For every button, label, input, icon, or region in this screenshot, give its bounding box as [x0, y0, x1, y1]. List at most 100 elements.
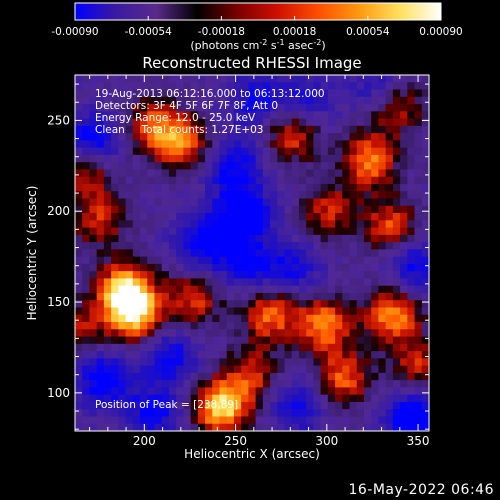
heatmap-cell	[111, 372, 119, 381]
heatmap-cell	[154, 409, 163, 418]
heatmap-cell	[306, 133, 315, 141]
heatmap-cell	[176, 351, 184, 359]
heatmap-cell	[327, 380, 336, 389]
heatmap-cell	[168, 242, 177, 250]
heatmap-cell	[125, 343, 134, 352]
heatmap-cell	[327, 365, 336, 374]
heatmap-cell	[103, 147, 112, 156]
heatmap-cell	[125, 336, 134, 345]
heatmap-cell	[284, 300, 293, 309]
heatmap-cell	[392, 423, 401, 431]
heatmap-cell	[132, 96, 141, 105]
heatmap-cell	[414, 242, 423, 250]
heatmap-cell	[284, 401, 293, 410]
heatmap-cell	[320, 162, 329, 171]
heatmap-cell	[385, 336, 394, 345]
heatmap-cell	[306, 300, 315, 309]
heatmap-cell	[75, 314, 83, 323]
heatmap-cell	[111, 118, 119, 127]
heatmap-cell	[176, 82, 184, 91]
heatmap-cell	[262, 271, 271, 280]
heatmap-cell	[320, 89, 329, 98]
heatmap-cell	[118, 329, 127, 338]
heatmap-cell	[226, 133, 235, 141]
heatmap-cell	[168, 162, 177, 171]
heatmap-cell	[111, 336, 119, 345]
heatmap-cell	[233, 423, 242, 431]
heatmap-cell	[414, 387, 423, 396]
heatmap-cell	[82, 169, 91, 178]
heatmap-cell	[407, 343, 416, 352]
heatmap-cell	[103, 205, 112, 214]
heatmap-cell	[219, 104, 228, 112]
heatmap-cell	[75, 256, 83, 265]
heatmap-cell	[349, 343, 358, 352]
heatmap-cell	[226, 278, 235, 287]
heatmap-cell	[161, 96, 170, 105]
heatmap-cell	[190, 401, 199, 410]
heatmap-cell	[342, 111, 351, 120]
heatmap-cell	[147, 249, 156, 258]
heatmap-cell	[356, 242, 365, 250]
heatmap-cell	[306, 372, 315, 381]
heatmap-cell	[161, 154, 170, 163]
heatmap-cell	[356, 176, 365, 185]
heatmap-cell	[255, 213, 264, 221]
heatmap-cell	[89, 213, 98, 221]
heatmap-cell	[190, 314, 199, 323]
heatmap-cell	[392, 191, 401, 200]
heatmap-cell	[313, 372, 322, 381]
heatmap-cell	[168, 394, 177, 403]
heatmap-cell	[233, 416, 242, 425]
heatmap-cell	[168, 351, 177, 359]
heatmap-cell	[371, 96, 380, 105]
heatmap-cell	[140, 176, 148, 185]
heatmap-cell	[414, 300, 423, 309]
heatmap-cell	[335, 133, 343, 141]
heatmap-cell	[147, 227, 156, 236]
heatmap-cell	[298, 322, 307, 330]
heatmap-cell	[349, 271, 358, 280]
heatmap-cell	[400, 176, 408, 185]
heatmap-cell	[371, 380, 380, 389]
heatmap-cell	[291, 111, 300, 120]
heatmap-cell	[96, 242, 105, 250]
heatmap-cell	[132, 256, 141, 265]
heatmap-cell	[154, 118, 163, 127]
heatmap-cell	[82, 263, 91, 272]
heatmap-cell	[147, 242, 156, 250]
heatmap-cell	[255, 380, 264, 389]
heatmap-cell	[183, 278, 192, 287]
heatmap-cell	[212, 307, 221, 316]
heatmap-cell	[168, 307, 177, 316]
heatmap-cell	[414, 176, 423, 185]
heatmap-cell	[262, 118, 271, 127]
heatmap-cell	[320, 205, 329, 214]
heatmap-cell	[342, 169, 351, 178]
heatmap-cell	[75, 154, 83, 163]
heatmap-cell	[154, 271, 163, 280]
heatmap-cell	[378, 292, 387, 301]
heatmap-cell	[176, 191, 184, 200]
heatmap-cell	[335, 176, 343, 185]
heatmap-cell	[132, 133, 141, 141]
heatmap-cell	[190, 343, 199, 352]
heatmap-cell	[356, 198, 365, 207]
heatmap-cell	[219, 118, 228, 127]
heatmap-cell	[270, 133, 278, 141]
heatmap-cell	[168, 380, 177, 389]
heatmap-cell	[371, 140, 380, 149]
heatmap-cell	[82, 249, 91, 258]
heatmap-cell	[378, 358, 387, 367]
heatmap-cell	[298, 198, 307, 207]
annotation-total-counts: Clean Total counts: 1.27E+03	[95, 124, 264, 136]
heatmap-cell	[378, 118, 387, 127]
heatmap-cell	[226, 234, 235, 243]
heatmap-cell	[363, 111, 372, 120]
heatmap-cell	[241, 176, 249, 185]
heatmap-cell	[233, 358, 242, 367]
heatmap-cell	[132, 278, 141, 287]
heatmap-cell	[298, 213, 307, 221]
heatmap-cell	[277, 191, 286, 200]
heatmap-cell	[248, 372, 257, 381]
